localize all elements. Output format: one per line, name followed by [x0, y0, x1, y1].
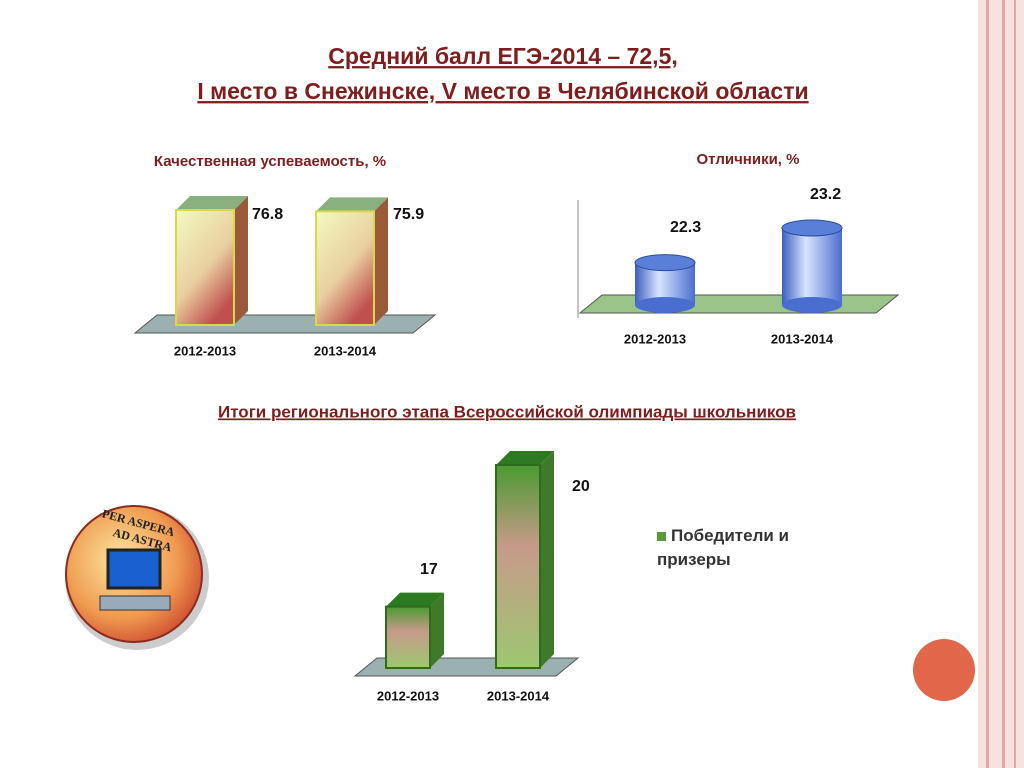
legend-label: Победители и призеры: [657, 526, 789, 569]
side-stripe: [1002, 0, 1005, 768]
floor: [578, 294, 900, 314]
bar-top: [634, 254, 696, 272]
value-label: 75.9: [393, 206, 424, 223]
x-tick-label: 2012-2013: [624, 331, 686, 346]
bar-bottom: [635, 297, 695, 313]
bar: [175, 209, 235, 326]
side-stripe: [978, 0, 1024, 768]
x-tick-label: 2013-2014: [314, 343, 377, 358]
value-label: 20: [572, 478, 590, 495]
bar: [315, 210, 375, 326]
decor-circle: [913, 639, 975, 701]
bar-top: [781, 219, 843, 237]
chart-title: Итоги регионального этапа Всероссийской …: [218, 402, 796, 421]
bar-bottom: [782, 297, 842, 313]
bar-side: [540, 451, 554, 668]
slide-title: I место в Снежинске, V место в Челябинск…: [197, 78, 808, 104]
bar-side: [430, 592, 444, 668]
legend-swatch: [657, 532, 666, 541]
x-tick-label: 2013-2014: [771, 331, 834, 346]
value-label: 22.3: [670, 219, 701, 236]
x-tick-label: 2012-2013: [377, 688, 439, 703]
slide-title: Средний балл ЕГЭ-2014 – 72,5,: [328, 43, 678, 69]
chart-title: Качественная успеваемость, %: [154, 153, 386, 170]
bar-side: [234, 196, 248, 325]
bar-top: [496, 451, 554, 465]
bar-side: [374, 197, 388, 325]
bar: [385, 605, 431, 670]
value-label: 17: [420, 561, 438, 578]
bar-top: [316, 197, 388, 212]
value-label: 23.2: [810, 186, 841, 203]
bar: [782, 228, 842, 305]
bar-top: [386, 592, 444, 607]
x-tick-label: 2012-2013: [174, 343, 236, 358]
x-tick-label: 2013-2014: [487, 688, 550, 703]
side-stripe: [986, 0, 989, 768]
chart-title: Отличники, %: [697, 151, 800, 168]
value-label: 76.8: [252, 206, 283, 223]
bar-top: [176, 196, 248, 210]
logo: PER ASPERA AD ASTRA: [65, 505, 209, 650]
side-stripe: [1014, 0, 1016, 768]
bar: [495, 464, 541, 669]
